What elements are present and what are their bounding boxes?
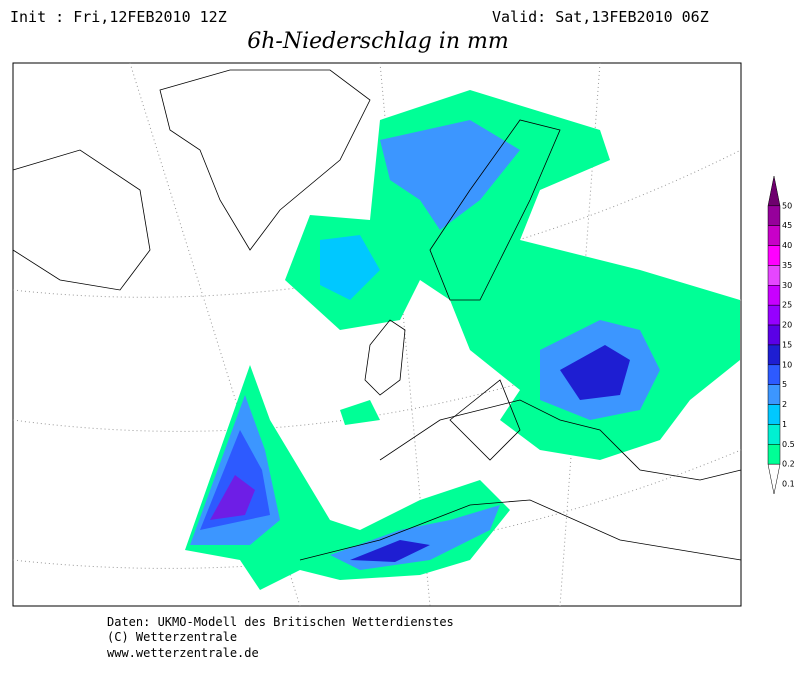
map-title: 6h-Niederschlag in mm — [247, 29, 508, 54]
init-time: Init : Fri,12FEB2010 12Z — [10, 8, 227, 26]
precipitation — [185, 90, 740, 590]
color-bar-label: 35 — [782, 261, 792, 270]
color-bar-segment — [767, 205, 781, 226]
color-bar-label: 40 — [782, 241, 792, 250]
color-bar-segment — [767, 364, 781, 385]
color-bar-label: 25 — [782, 301, 792, 310]
color-bar-segment — [767, 404, 781, 425]
color-bar-segment — [767, 285, 781, 306]
color-bar-segment — [767, 444, 781, 465]
color-bar-label: 2 — [782, 400, 787, 409]
color-bar-segment — [767, 424, 781, 445]
footer-line: Daten: UKMO-Modell des Britischen Wetter… — [107, 615, 454, 629]
color-bar-label: 50 — [782, 201, 792, 210]
color-bar: 50 45 40 35 30 25 20 15 10 5 2 1 0.5 0.2 0.1 — [767, 175, 795, 495]
color-bar-segment — [767, 304, 781, 326]
footer-line: www.wetterzentrale.de — [107, 646, 259, 660]
color-bar-segment — [767, 463, 781, 495]
color-bar-label: 0.1 — [782, 480, 795, 489]
color-bar-segment — [767, 265, 781, 286]
color-bar-label: 30 — [782, 281, 792, 290]
color-bar-label: 0.2 — [782, 460, 795, 469]
color-bar-segment — [767, 175, 781, 207]
footer-line: (C) Wetterzentrale — [107, 630, 237, 644]
coastlines — [12, 69, 742, 561]
color-bar-segment — [767, 324, 781, 346]
color-bar-label: 5 — [782, 380, 787, 389]
color-bar-segment — [767, 245, 781, 266]
color-bar-segment — [767, 384, 781, 405]
color-bar-label: 10 — [782, 360, 792, 369]
valid-time: Valid: Sat,13FEB2010 06Z — [492, 8, 709, 26]
color-bar-label: 45 — [782, 221, 792, 230]
color-bar-label: 1 — [782, 420, 787, 429]
color-bar-label: 15 — [782, 340, 792, 349]
color-bar-label: 0.5 — [782, 440, 795, 449]
color-bar-segment — [767, 344, 781, 366]
color-bar-segment — [767, 225, 781, 246]
map — [12, 62, 742, 607]
color-bar-label: 20 — [782, 321, 792, 330]
